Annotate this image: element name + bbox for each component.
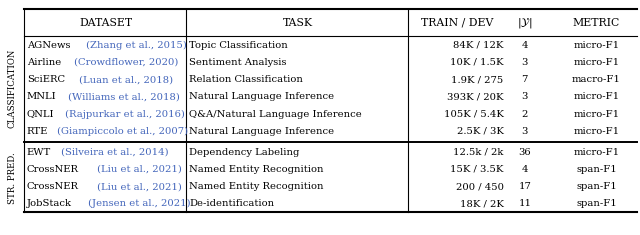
Text: Airline: Airline bbox=[27, 58, 61, 67]
Text: 1.9K / 275: 1.9K / 275 bbox=[451, 75, 504, 84]
Text: AGNews: AGNews bbox=[27, 41, 70, 50]
Text: MNLI: MNLI bbox=[27, 92, 56, 101]
Text: JobStack: JobStack bbox=[27, 199, 72, 208]
Text: $|\mathcal{Y}|$: $|\mathcal{Y}|$ bbox=[517, 16, 532, 30]
Text: SciERC: SciERC bbox=[27, 75, 65, 84]
Text: 2.5K / 3K: 2.5K / 3K bbox=[457, 127, 504, 136]
Text: 3: 3 bbox=[522, 58, 528, 67]
Text: 3: 3 bbox=[522, 127, 528, 136]
Text: 4: 4 bbox=[522, 41, 528, 50]
Text: (Giampiccolo et al., 2007): (Giampiccolo et al., 2007) bbox=[54, 127, 189, 136]
Text: Sentiment Analysis: Sentiment Analysis bbox=[189, 58, 287, 67]
Text: span-F1: span-F1 bbox=[576, 199, 617, 208]
Text: 10K / 1.5K: 10K / 1.5K bbox=[450, 58, 504, 67]
Text: 84K / 12K: 84K / 12K bbox=[453, 41, 504, 50]
Text: Natural Language Inference: Natural Language Inference bbox=[189, 127, 335, 136]
Text: micro-F1: micro-F1 bbox=[573, 41, 620, 50]
Text: TRAIN / DEV: TRAIN / DEV bbox=[420, 18, 493, 28]
Text: span-F1: span-F1 bbox=[576, 182, 617, 191]
Text: METRIC: METRIC bbox=[573, 18, 620, 28]
Text: 7: 7 bbox=[522, 75, 528, 84]
Text: (Luan et al., 2018): (Luan et al., 2018) bbox=[76, 75, 173, 84]
Text: CLASSIFICATION: CLASSIFICATION bbox=[8, 48, 17, 128]
Text: 11: 11 bbox=[518, 199, 531, 208]
Text: QNLI: QNLI bbox=[27, 110, 54, 119]
Text: micro-F1: micro-F1 bbox=[573, 92, 620, 101]
Text: Dependency Labeling: Dependency Labeling bbox=[189, 148, 300, 157]
Text: 4: 4 bbox=[522, 165, 528, 174]
Text: (Liu et al., 2021): (Liu et al., 2021) bbox=[94, 165, 182, 174]
Text: (Silveira et al., 2014): (Silveira et al., 2014) bbox=[58, 148, 169, 157]
Text: 15K / 3.5K: 15K / 3.5K bbox=[451, 165, 504, 174]
Text: (Rajpurkar et al., 2016): (Rajpurkar et al., 2016) bbox=[62, 110, 185, 119]
Text: (Jensen et al., 2021): (Jensen et al., 2021) bbox=[85, 199, 191, 208]
Text: (Crowdflower, 2020): (Crowdflower, 2020) bbox=[71, 58, 179, 67]
Text: Named Entity Recognition: Named Entity Recognition bbox=[189, 182, 324, 191]
Text: span-F1: span-F1 bbox=[576, 165, 617, 174]
Text: (Williams et al., 2018): (Williams et al., 2018) bbox=[65, 92, 180, 101]
Text: (Zhang et al., 2015): (Zhang et al., 2015) bbox=[83, 40, 187, 50]
Text: 18K / 2K: 18K / 2K bbox=[460, 199, 504, 208]
Text: TASK: TASK bbox=[283, 18, 313, 28]
Text: 36: 36 bbox=[518, 148, 531, 157]
Text: micro-F1: micro-F1 bbox=[573, 148, 620, 157]
Text: Named Entity Recognition: Named Entity Recognition bbox=[189, 165, 324, 174]
Text: Relation Classification: Relation Classification bbox=[189, 75, 303, 84]
Text: 105K / 5.4K: 105K / 5.4K bbox=[444, 110, 504, 119]
Text: micro-F1: micro-F1 bbox=[573, 127, 620, 136]
Text: 12.5k / 2k: 12.5k / 2k bbox=[453, 148, 504, 157]
Text: micro-F1: micro-F1 bbox=[573, 58, 620, 67]
Text: 17: 17 bbox=[518, 182, 531, 191]
Text: De-identification: De-identification bbox=[189, 199, 275, 208]
Text: 3: 3 bbox=[522, 92, 528, 101]
Text: Topic Classification: Topic Classification bbox=[189, 41, 288, 50]
Text: RTE: RTE bbox=[27, 127, 48, 136]
Text: 393K / 20K: 393K / 20K bbox=[447, 92, 504, 101]
Text: DATASET: DATASET bbox=[79, 18, 132, 28]
Text: (Liu et al., 2021): (Liu et al., 2021) bbox=[94, 182, 182, 191]
Text: 200 / 450: 200 / 450 bbox=[456, 182, 504, 191]
Text: micro-F1: micro-F1 bbox=[573, 110, 620, 119]
Text: macro-F1: macro-F1 bbox=[572, 75, 621, 84]
Text: Natural Language Inference: Natural Language Inference bbox=[189, 92, 335, 101]
Text: STR. PRED.: STR. PRED. bbox=[8, 152, 17, 204]
Text: EWT: EWT bbox=[27, 148, 51, 157]
Text: CrossNER: CrossNER bbox=[27, 182, 79, 191]
Text: Q&A/Natural Language Inference: Q&A/Natural Language Inference bbox=[189, 110, 362, 119]
Text: 2: 2 bbox=[522, 110, 528, 119]
Text: CrossNER: CrossNER bbox=[27, 165, 79, 174]
